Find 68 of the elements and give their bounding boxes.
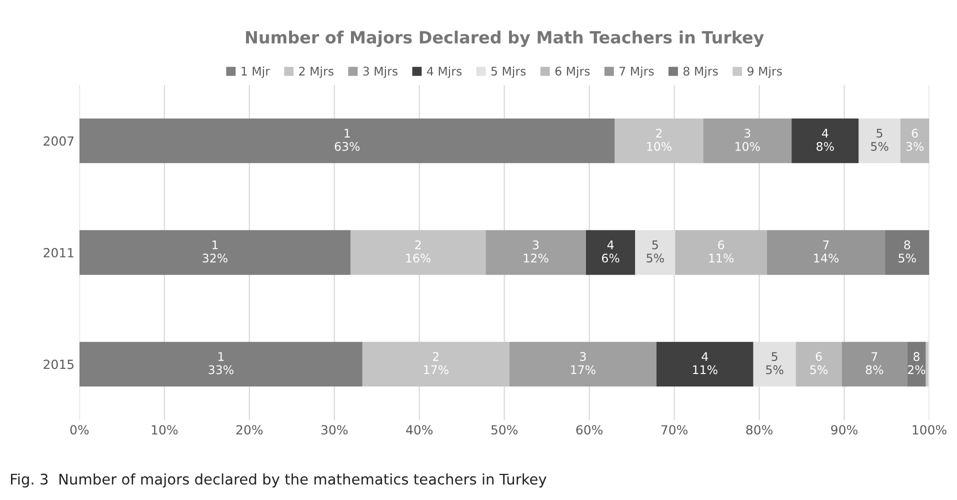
bar — [79, 230, 351, 275]
data-label: 5 5% — [871, 128, 888, 151]
bar — [586, 230, 636, 275]
data-label: 7 14% — [814, 240, 838, 263]
legend-label: 7 Mjrs — [620, 66, 654, 78]
data-label: 4 8% — [816, 128, 834, 151]
data-label: 5 5% — [766, 352, 784, 374]
bar — [796, 342, 842, 386]
data-label: 4 6% — [602, 240, 620, 263]
chart-title: Number of Majors Declared by Math Teachers in Turkey — [246, 30, 764, 47]
x-tick-label: 0% — [70, 425, 89, 435]
data-label: 2 17% — [424, 352, 448, 374]
data-label: 5 5% — [646, 240, 664, 263]
bar — [792, 118, 859, 164]
x-tick-label: 90% — [831, 425, 858, 435]
caption: Fig. 3 Number of majors declared by the mathematics teachers in Turkey — [11, 473, 546, 488]
x-tick-label: 70% — [661, 425, 688, 435]
data-label: 3 17% — [571, 352, 596, 374]
data-label: 1 63% — [334, 128, 360, 151]
x-tick-label: 30% — [321, 425, 348, 435]
bar — [486, 230, 586, 275]
x-tick-label: 60% — [576, 425, 603, 435]
data-label: 4 11% — [693, 352, 718, 374]
legend-label: 1 Mjr — [242, 66, 270, 78]
y-tick-label: 2011 — [44, 248, 74, 258]
data-label: 3 12% — [524, 240, 548, 263]
legend-label: 9 Mjrs — [747, 66, 782, 78]
bar — [79, 118, 615, 164]
x-tick-label: 100% — [912, 425, 946, 435]
x-tick-label: 40% — [406, 425, 433, 435]
data-label: 8 5% — [898, 240, 916, 263]
legend-label: 3 Mjrs — [363, 66, 398, 78]
data-label: 6 3% — [906, 128, 924, 151]
x-tick-label: 50% — [491, 425, 518, 435]
bar — [766, 230, 886, 275]
bar — [350, 230, 486, 275]
bar — [675, 230, 767, 275]
legend-label: 8 Mjrs — [683, 66, 718, 78]
bar — [79, 342, 362, 386]
bar — [362, 342, 510, 386]
bar — [614, 118, 704, 164]
x-tick-label: 80% — [746, 425, 772, 435]
bar — [842, 342, 908, 386]
data-label: 3 10% — [736, 128, 760, 151]
legend-label: 2 Mjrs — [299, 66, 334, 78]
bar — [509, 342, 656, 386]
bar — [907, 342, 926, 386]
bar — [926, 342, 928, 386]
data-label: 1 32% — [202, 240, 228, 263]
data-label: 7 8% — [866, 352, 884, 374]
bar — [703, 118, 792, 164]
legend-label: 4 Mjrs — [426, 66, 462, 78]
bar — [885, 230, 930, 275]
y-tick-label: 2015 — [44, 360, 74, 370]
bar — [656, 342, 754, 386]
data-label: 8 2% — [908, 352, 926, 374]
bar — [858, 118, 900, 164]
data-label: 2 10% — [647, 128, 672, 151]
y-tick-label: 2007 — [44, 136, 74, 146]
x-tick-label: 10% — [152, 425, 178, 435]
data-label: 6 11% — [709, 240, 734, 263]
legend-label: 6 Mjrs — [555, 66, 590, 78]
data-label: 2 16% — [406, 240, 431, 263]
x-tick-label: 20% — [236, 425, 263, 435]
legend-label: 5 Mjrs — [491, 66, 526, 78]
data-label: 1 33% — [208, 352, 234, 374]
bar — [900, 118, 930, 164]
data-label: 6 5% — [810, 352, 828, 374]
